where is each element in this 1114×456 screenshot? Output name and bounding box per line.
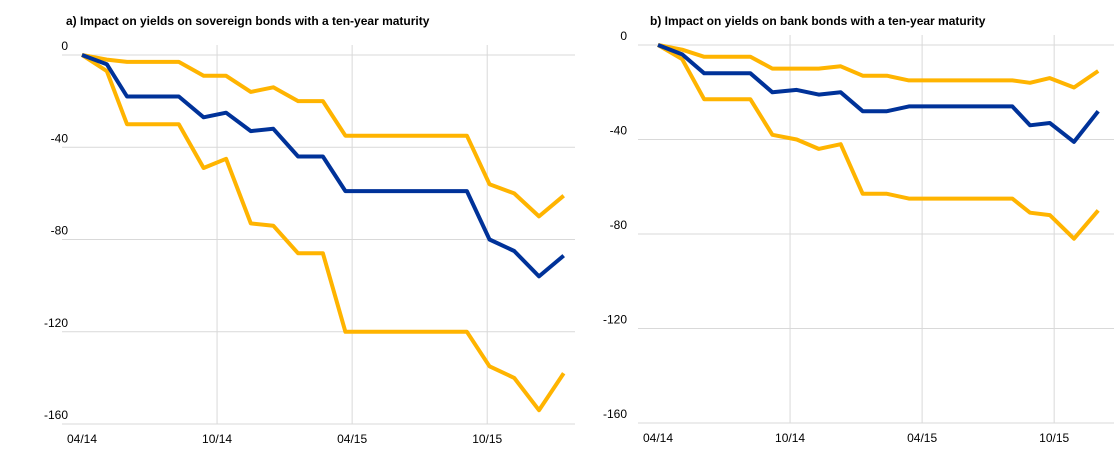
x-tick-label: 04/15 <box>337 432 367 446</box>
chart-title: a) Impact on yields on sovereign bonds w… <box>66 14 430 28</box>
chart-title: b) Impact on yields on bank bonds with a… <box>650 14 986 28</box>
y-tick-label: -160 <box>44 408 68 422</box>
x-tick-label: 04/14 <box>67 432 97 446</box>
x-tick-label: 04/14 <box>643 431 673 445</box>
y-tick-label: -40 <box>610 124 628 138</box>
series-line <box>657 43 1100 90</box>
x-tick-label: 10/14 <box>775 431 805 445</box>
y-tick-label: 0 <box>61 39 68 53</box>
series-line <box>81 53 565 279</box>
x-tick-label: 10/15 <box>1039 431 1069 445</box>
series-line <box>80 53 566 413</box>
x-tick-label: 10/14 <box>202 432 232 446</box>
y-tick-label: -120 <box>603 313 627 327</box>
y-tick-label: -80 <box>51 224 69 238</box>
y-tick-label: -40 <box>51 131 69 145</box>
x-tick-label: 04/15 <box>907 431 937 445</box>
x-tick-label: 10/15 <box>472 432 502 446</box>
series-line <box>656 43 1100 241</box>
y-tick-label: 0 <box>620 29 627 43</box>
y-tick-label: -120 <box>44 316 68 330</box>
y-tick-label: -80 <box>610 218 628 232</box>
y-tick-label: -160 <box>603 407 627 421</box>
series-line <box>657 43 1100 144</box>
series-line <box>81 53 565 219</box>
